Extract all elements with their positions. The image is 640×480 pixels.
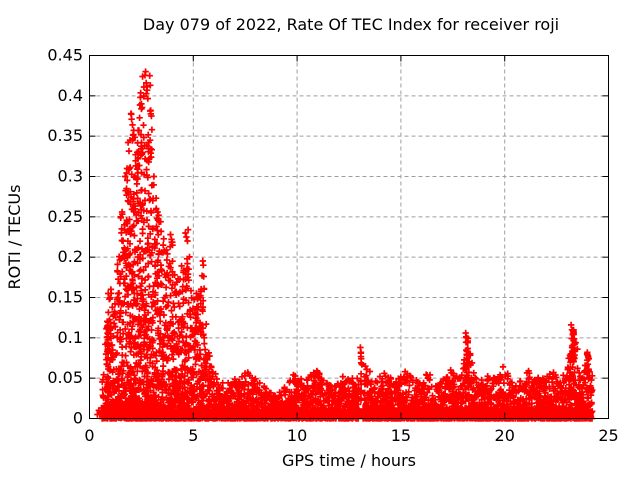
y-tick-label: 0 bbox=[73, 409, 83, 428]
x-tick-label: 20 bbox=[495, 426, 515, 445]
y-tick-label: 0.35 bbox=[47, 126, 83, 145]
y-tick-label: 0.4 bbox=[58, 86, 83, 105]
y-tick-label: 0.45 bbox=[47, 46, 83, 65]
y-tick-labels: 0 0.05 0.1 0.15 0.2 0.25 0.3 0.35 0.4 0.45 bbox=[47, 46, 83, 428]
x-tick-label: 5 bbox=[188, 426, 198, 445]
scatter-points bbox=[94, 68, 596, 422]
y-tick-label: 0.1 bbox=[58, 328, 83, 347]
chart-title: Day 079 of 2022, Rate Of TEC Index for r… bbox=[143, 15, 559, 34]
y-axis-label: ROTI / TECUs bbox=[5, 185, 24, 290]
y-tick-label: 0.3 bbox=[58, 167, 83, 186]
plot-border bbox=[89, 55, 609, 419]
x-axis-label: GPS time / hours bbox=[282, 451, 416, 470]
x-tick-label: 25 bbox=[598, 426, 618, 445]
y-tick-label: 0.25 bbox=[47, 207, 83, 226]
x-tick-label: 10 bbox=[287, 426, 307, 445]
x-tick-label: 15 bbox=[391, 426, 411, 445]
x-tick-label: 0 bbox=[84, 426, 94, 445]
y-tick-label: 0.05 bbox=[47, 368, 83, 387]
y-tick-label: 0.2 bbox=[58, 247, 83, 266]
x-tick-labels: 0 5 10 15 20 25 bbox=[84, 426, 618, 445]
axis-ticks bbox=[89, 55, 609, 419]
y-tick-label: 0.15 bbox=[47, 288, 83, 307]
gridlines bbox=[89, 55, 609, 419]
